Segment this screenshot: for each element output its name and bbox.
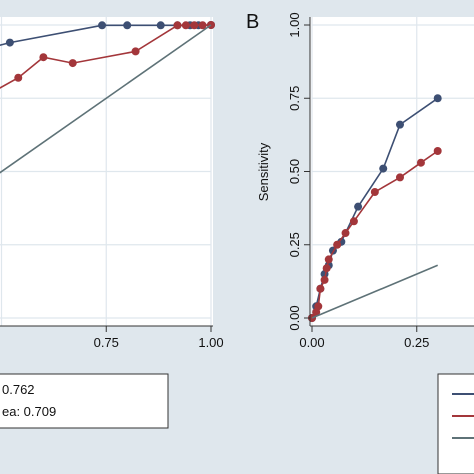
panel-a-series-1-point bbox=[131, 47, 140, 56]
panel-b-x-tick-label: 0.25 bbox=[404, 335, 429, 350]
panel-a-series-0-point bbox=[98, 21, 107, 30]
panel-a-series-1-point bbox=[181, 21, 190, 30]
panel-b-series-0-point bbox=[354, 202, 363, 211]
panel-a-series-1-line bbox=[0, 24, 212, 89]
panel-b-series-2-line bbox=[311, 264, 439, 319]
panel-b-letter: B bbox=[246, 11, 259, 33]
panel-b-y-tick-label: 1.00 bbox=[287, 12, 302, 37]
panel-b-y-tick-label: 0.75 bbox=[287, 86, 302, 111]
panel-a-series-0-point bbox=[123, 21, 132, 30]
panel-a-series bbox=[0, 21, 215, 174]
panel-b-series-1-point bbox=[324, 255, 333, 264]
panel-a-series-0-point bbox=[156, 21, 165, 30]
panel-b-series-1-point bbox=[370, 188, 379, 197]
panel-b-series-0-point bbox=[433, 94, 442, 103]
panel-a-legend: 0.762 ea: 0.709 bbox=[0, 373, 169, 429]
panel-b-series bbox=[308, 94, 442, 322]
panel-a-series-1-point bbox=[68, 59, 77, 68]
panel-a-series-2-line bbox=[0, 24, 212, 174]
panel-b-series-1-point bbox=[320, 275, 329, 284]
panel-b-series-1-point bbox=[395, 173, 404, 182]
panel-b-x-tick-label: 0.00 bbox=[299, 335, 324, 350]
panel-a-x-tick-label: 0.75 bbox=[94, 335, 119, 350]
panel-a-series-1-point bbox=[14, 73, 23, 82]
panel-b-series-1-point bbox=[341, 229, 350, 238]
panel-b-series-0-point bbox=[379, 164, 388, 173]
panel-b-y-ticks: 0.00 0.25 0.50 0.75 1.00 bbox=[287, 12, 311, 331]
panel-b-series-0-point bbox=[395, 120, 404, 129]
panel-b-legend bbox=[437, 373, 474, 474]
panel-b: B 0.00 0.25 0.00 0.25 0.50 0.75 1.00 Sensitiv… bbox=[246, 11, 474, 474]
panel-a: 0.75 1.00 0.762 ea: 0.709 bbox=[0, 17, 224, 429]
panel-b-y-axis-title: Sensitivity bbox=[256, 142, 271, 201]
panel-a-series-1-point bbox=[173, 21, 182, 30]
panel-b-series-1-point bbox=[316, 284, 325, 293]
panel-a-series-1-point bbox=[190, 21, 199, 30]
panel-b-series-1-point bbox=[333, 240, 342, 249]
panel-a-x-ticks: 0.75 1.00 bbox=[0, 325, 224, 350]
panel-b-legend-box bbox=[437, 373, 474, 474]
panel-b-series-1-point bbox=[349, 217, 358, 226]
panel-a-x-tick-label: 1.00 bbox=[198, 335, 223, 350]
panel-a-series-0-point bbox=[5, 38, 14, 47]
panel-a-legend-entry-2: ea: 0.709 bbox=[2, 404, 56, 419]
panel-b-series-1-point bbox=[314, 302, 323, 311]
panel-a-series-1-point bbox=[198, 21, 207, 30]
panel-a-legend-entry-1: 0.762 bbox=[2, 382, 35, 397]
panel-b-y-tick-label: 0.25 bbox=[287, 232, 302, 257]
panel-a-legend-box bbox=[0, 373, 169, 429]
panel-b-series-1-point bbox=[322, 264, 331, 273]
panel-b-y-tick-label: 0.50 bbox=[287, 159, 302, 184]
panel-b-x-ticks: 0.00 0.25 bbox=[299, 325, 474, 350]
panel-b-series-1-point bbox=[433, 146, 442, 155]
panel-b-series-1-point bbox=[416, 158, 425, 167]
panel-b-y-tick-label: 0.00 bbox=[287, 305, 302, 330]
panel-a-series-1-point bbox=[39, 53, 48, 62]
